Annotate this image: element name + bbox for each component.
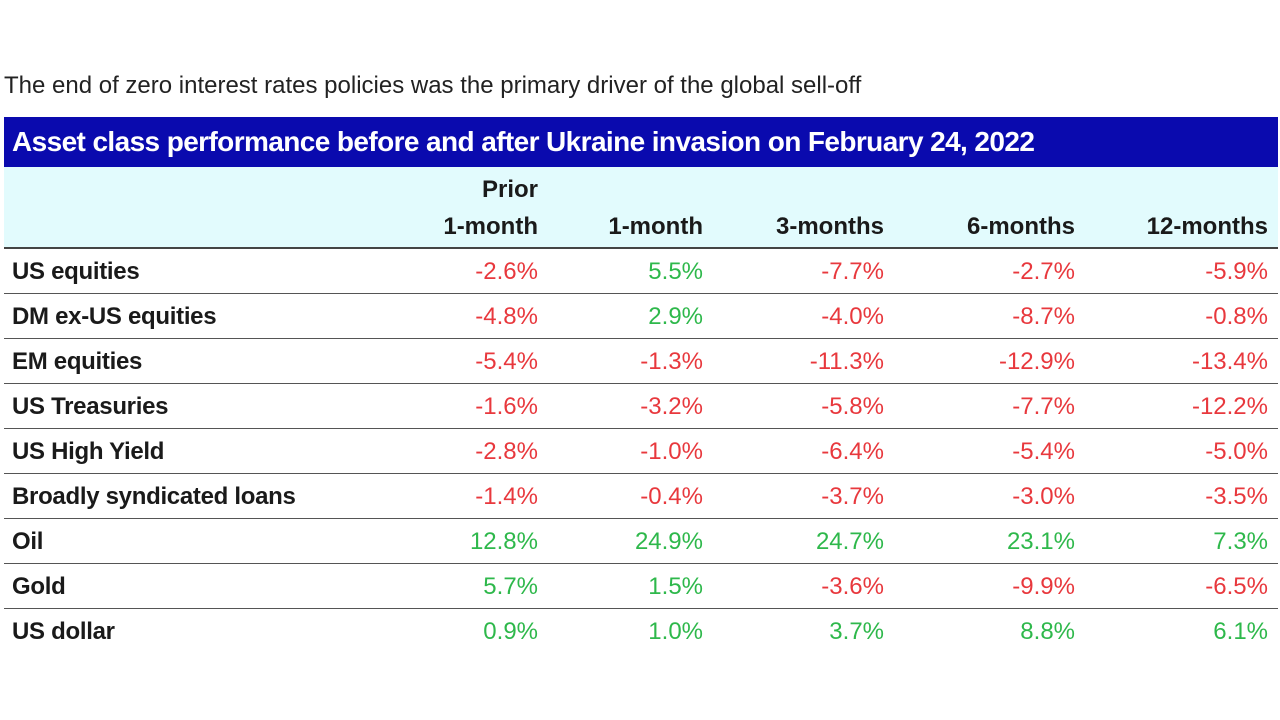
- table-cell: -6.5%: [1205, 573, 1268, 600]
- table-cell: -1.0%: [640, 438, 703, 465]
- row-label: EM equities: [12, 348, 143, 375]
- table-cell: -3.2%: [640, 393, 703, 420]
- table-cell: -1.3%: [640, 348, 703, 375]
- table-cell: -1.6%: [475, 393, 538, 420]
- table-cell: -0.8%: [1205, 303, 1268, 330]
- table-row: Gold 5.7% 1.5% -3.6% -9.9% -6.5%: [4, 564, 1278, 609]
- table-row: US dollar 0.9% 1.0% 3.7% 8.8% 6.1%: [4, 609, 1278, 654]
- row-label: Oil: [12, 528, 44, 555]
- table-cell: 6.1%: [1213, 618, 1268, 645]
- table-cell: -12.2%: [1191, 393, 1268, 420]
- table-cell: -3.6%: [821, 573, 884, 600]
- table-cell: 0.9%: [483, 618, 538, 645]
- table-row: US Treasuries -1.6% -3.2% -5.8% -7.7% -12.2%: [4, 384, 1278, 429]
- column-header-line2: 1-month: [443, 213, 538, 240]
- row-label: US equities: [12, 258, 140, 285]
- table-cell: -6.4%: [821, 438, 884, 465]
- table-cell: 2.9%: [648, 303, 703, 330]
- table-cell: 24.9%: [634, 528, 703, 555]
- table-cell: -3.7%: [821, 483, 884, 510]
- table-cell: 7.3%: [1213, 528, 1268, 555]
- table-cell: -7.7%: [1012, 393, 1075, 420]
- row-label: Broadly syndicated loans: [12, 483, 296, 510]
- table-cell: 12.8%: [469, 528, 538, 555]
- row-label: US Treasuries: [12, 393, 169, 420]
- table-cell: -2.7%: [1012, 258, 1075, 285]
- table-header: Prior 1-month 1-month 3-months 6-months 12-mo…: [4, 167, 1278, 249]
- table-row: EM equities -5.4% -1.3% -11.3% -12.9% -13.4%: [4, 339, 1278, 384]
- table-cell: 5.5%: [648, 258, 703, 285]
- table-cell: -4.8%: [475, 303, 538, 330]
- column-header-line2: 6-months: [967, 213, 1075, 240]
- table-cell: 3.7%: [829, 618, 884, 645]
- table-cell: 1.0%: [648, 618, 703, 645]
- table-cell: -0.4%: [640, 483, 703, 510]
- table-cell: -8.7%: [1012, 303, 1075, 330]
- table-row: US High Yield -2.8% -1.0% -6.4% -5.4% -5.0%: [4, 429, 1278, 474]
- table-cell: -5.4%: [475, 348, 538, 375]
- row-label: Gold: [12, 573, 66, 600]
- row-label: US High Yield: [12, 438, 165, 465]
- table-cell: 23.1%: [1006, 528, 1075, 555]
- subtitle: The end of zero interest rates policies …: [4, 72, 862, 99]
- table-cell: -5.8%: [821, 393, 884, 420]
- row-label: US dollar: [12, 618, 115, 645]
- table-cell: 1.5%: [648, 573, 703, 600]
- table-cell: -7.7%: [821, 258, 884, 285]
- column-header-line2: 3-months: [776, 213, 884, 240]
- table-title: Asset class performance before and after…: [4, 117, 1278, 167]
- table-cell: 24.7%: [815, 528, 884, 555]
- table-cell: 8.8%: [1020, 618, 1075, 645]
- table-cell: 5.7%: [483, 573, 538, 600]
- table-row: US equities -2.6% 5.5% -7.7% -2.7% -5.9%: [4, 249, 1278, 294]
- table-cell: -3.0%: [1012, 483, 1075, 510]
- table-row: Broadly syndicated loans -1.4% -0.4% -3.7% -…: [4, 474, 1278, 519]
- table-cell: -3.5%: [1205, 483, 1268, 510]
- table-cell: -1.4%: [475, 483, 538, 510]
- column-header-line1: Prior: [481, 176, 538, 203]
- table-cell: -9.9%: [1012, 573, 1075, 600]
- table-row: Oil 12.8% 24.9% 24.7% 23.1% 7.3%: [4, 519, 1278, 564]
- table-cell: -2.8%: [475, 438, 538, 465]
- table-cell: -4.0%: [821, 303, 884, 330]
- column-header-line2: 12-months: [1146, 213, 1268, 240]
- table-cell: -11.3%: [809, 348, 884, 375]
- row-label: DM ex-US equities: [12, 303, 217, 330]
- table-cell: -12.9%: [998, 348, 1075, 375]
- table-cell: -5.9%: [1205, 258, 1268, 285]
- table-cell: -2.6%: [475, 258, 538, 285]
- column-header-line2: 1-month: [608, 213, 703, 240]
- table-cell: -5.4%: [1012, 438, 1075, 465]
- table-row: DM ex-US equities -4.8% 2.9% -4.0% -8.7% -0.8…: [4, 294, 1278, 339]
- table-cell: -5.0%: [1205, 438, 1268, 465]
- table-cell: -13.4%: [1191, 348, 1268, 375]
